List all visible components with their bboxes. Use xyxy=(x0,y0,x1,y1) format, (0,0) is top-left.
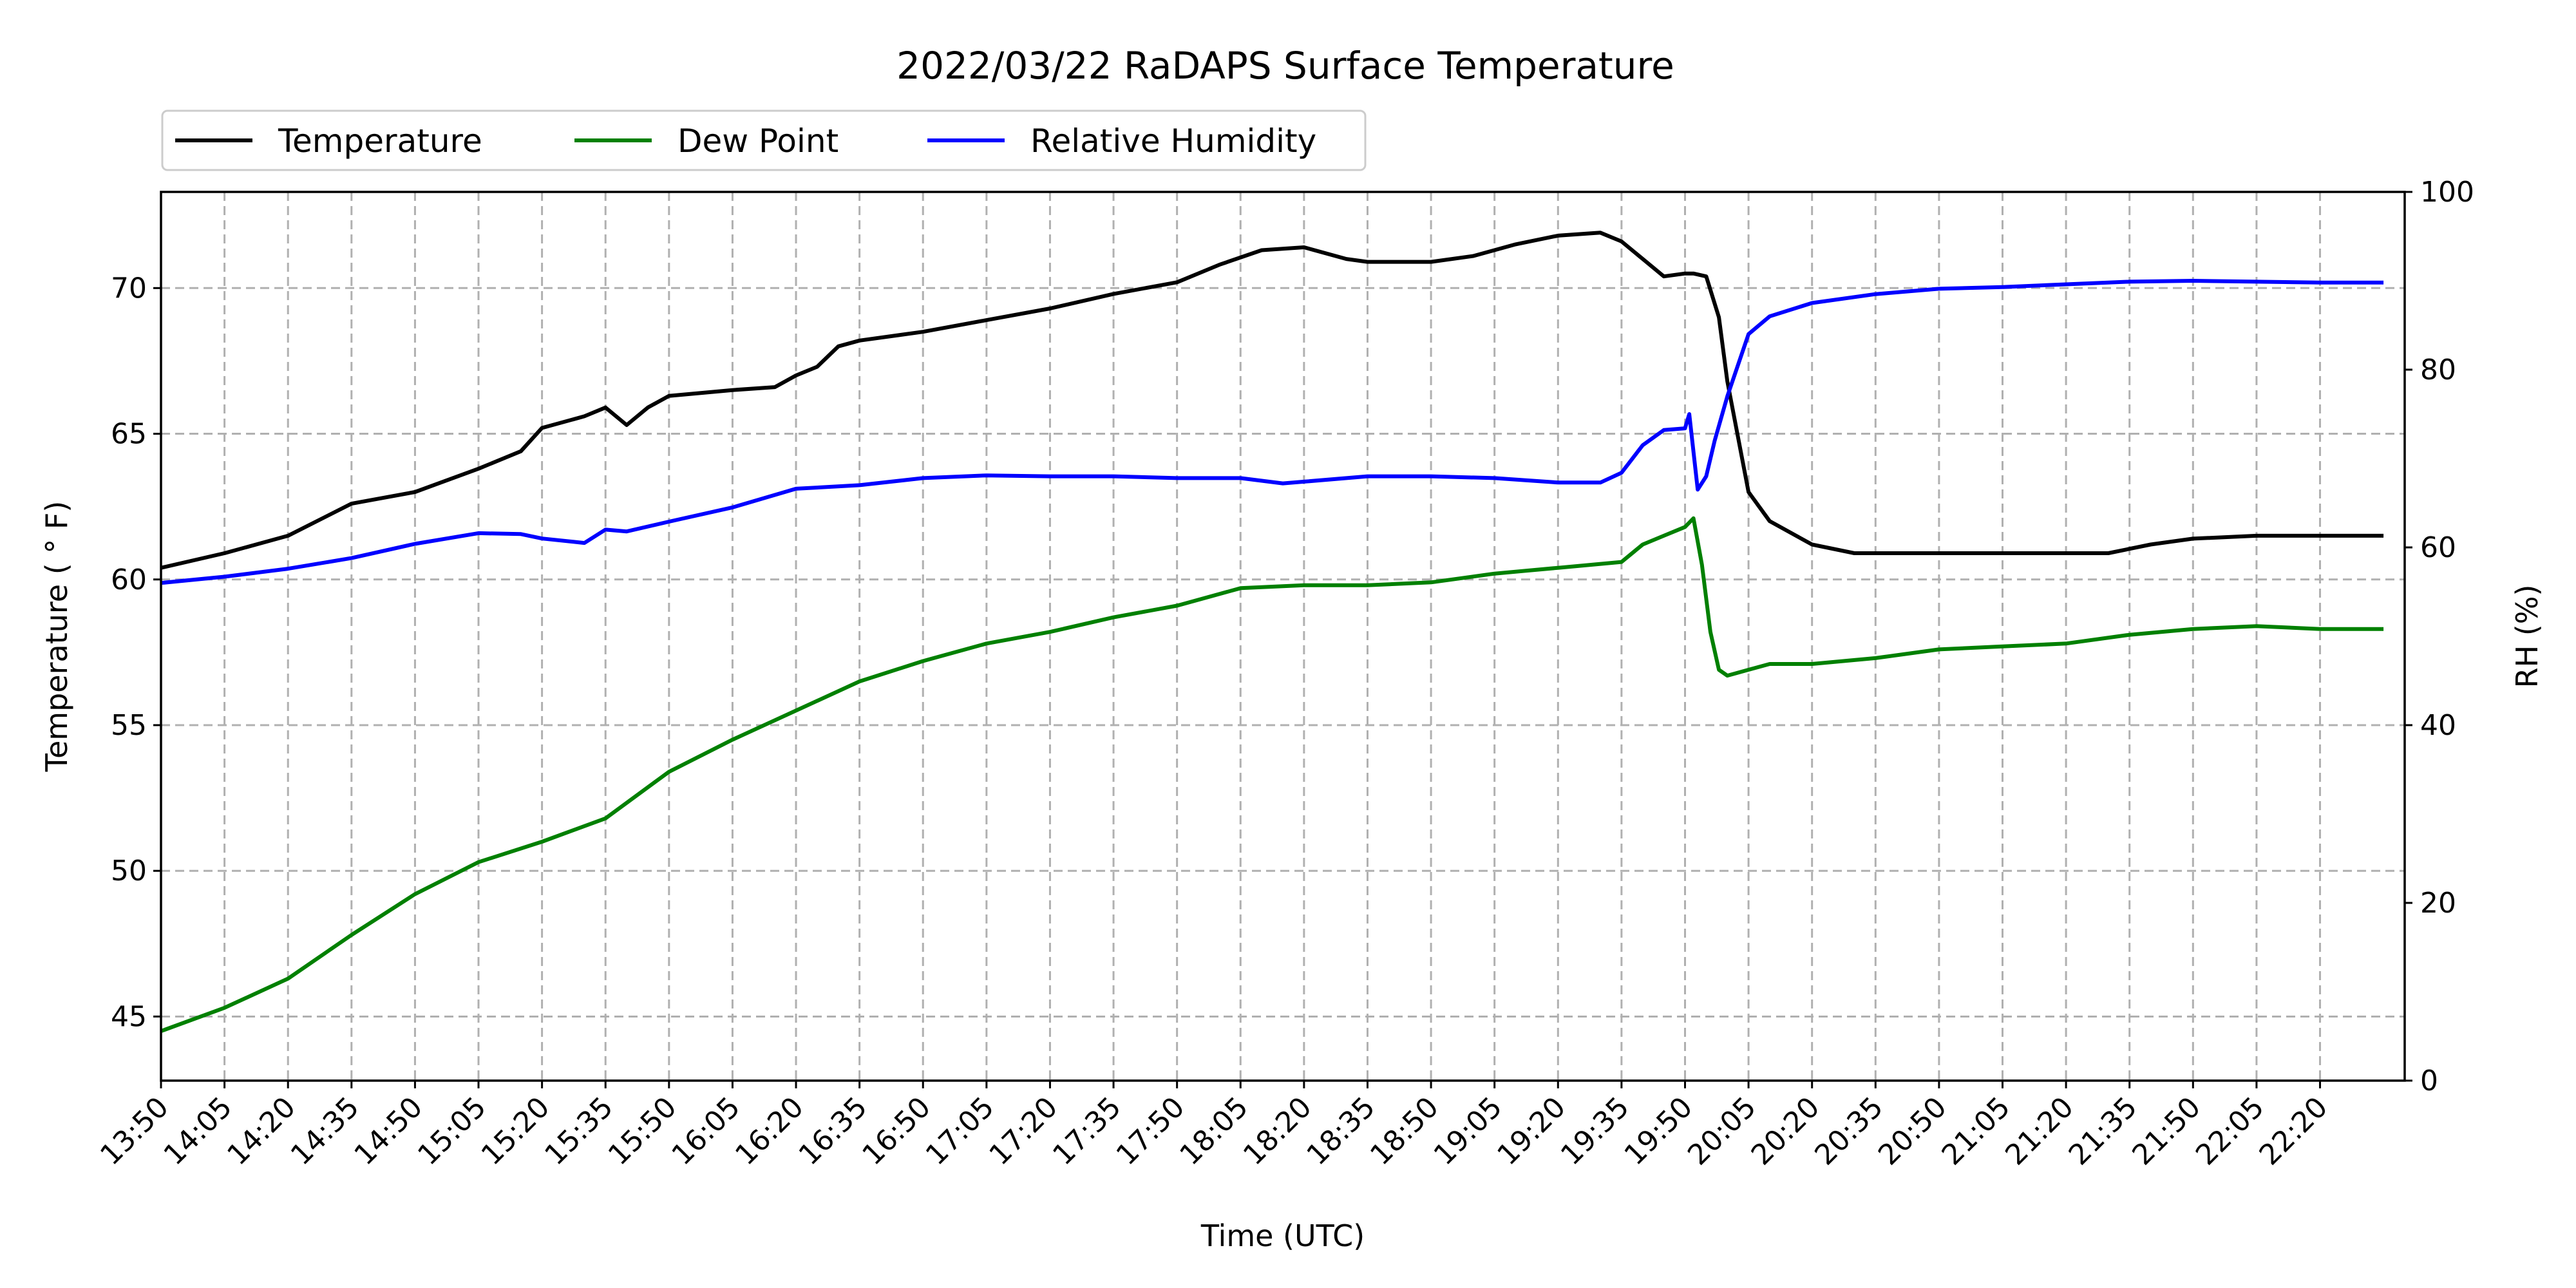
plot-series xyxy=(161,231,2384,1033)
y-axis-title: Temperature ( ° F) xyxy=(39,501,74,773)
legend-label: Dew Point xyxy=(677,122,838,160)
series-line-dew-point xyxy=(161,516,2384,1033)
y-tick-label: 60 xyxy=(111,564,147,596)
y2-tick-label: 0 xyxy=(2420,1065,2438,1097)
y2-tick-label: 100 xyxy=(2420,176,2474,209)
y-tick-label: 70 xyxy=(111,272,147,305)
y-axis-left: 45 50 55 60 65 70 xyxy=(111,272,161,1033)
y2-tick-label: 80 xyxy=(2420,354,2456,386)
y-axis-right: 0 20 40 60 80 100 xyxy=(2405,176,2474,1097)
plot-frame xyxy=(160,191,2406,1082)
y-tick-label: 65 xyxy=(111,418,147,451)
y2-tick-label: 40 xyxy=(2420,709,2456,742)
legend-label: Temperature xyxy=(278,122,482,160)
y-tick-label: 55 xyxy=(111,709,147,742)
x-axis-title: Time (UTC) xyxy=(1200,1218,1365,1253)
series-line-temperature xyxy=(161,231,2384,570)
y-tick-label: 50 xyxy=(111,855,147,887)
legend: Temperature Dew Point Relative Humidity xyxy=(161,109,1367,171)
chart-title: 2022/03/22 RaDAPS Surface Temperature xyxy=(896,44,1674,88)
y2-tick-label: 60 xyxy=(2420,531,2456,564)
y-tick-label: 45 xyxy=(111,1000,147,1033)
legend-label: Relative Humidity xyxy=(1030,122,1316,160)
legend-frame xyxy=(161,109,1367,171)
series-line-relative-humidity xyxy=(161,279,2384,585)
y2-tick-label: 20 xyxy=(2420,887,2456,920)
y2-axis-title: RH (%) xyxy=(2510,585,2544,688)
